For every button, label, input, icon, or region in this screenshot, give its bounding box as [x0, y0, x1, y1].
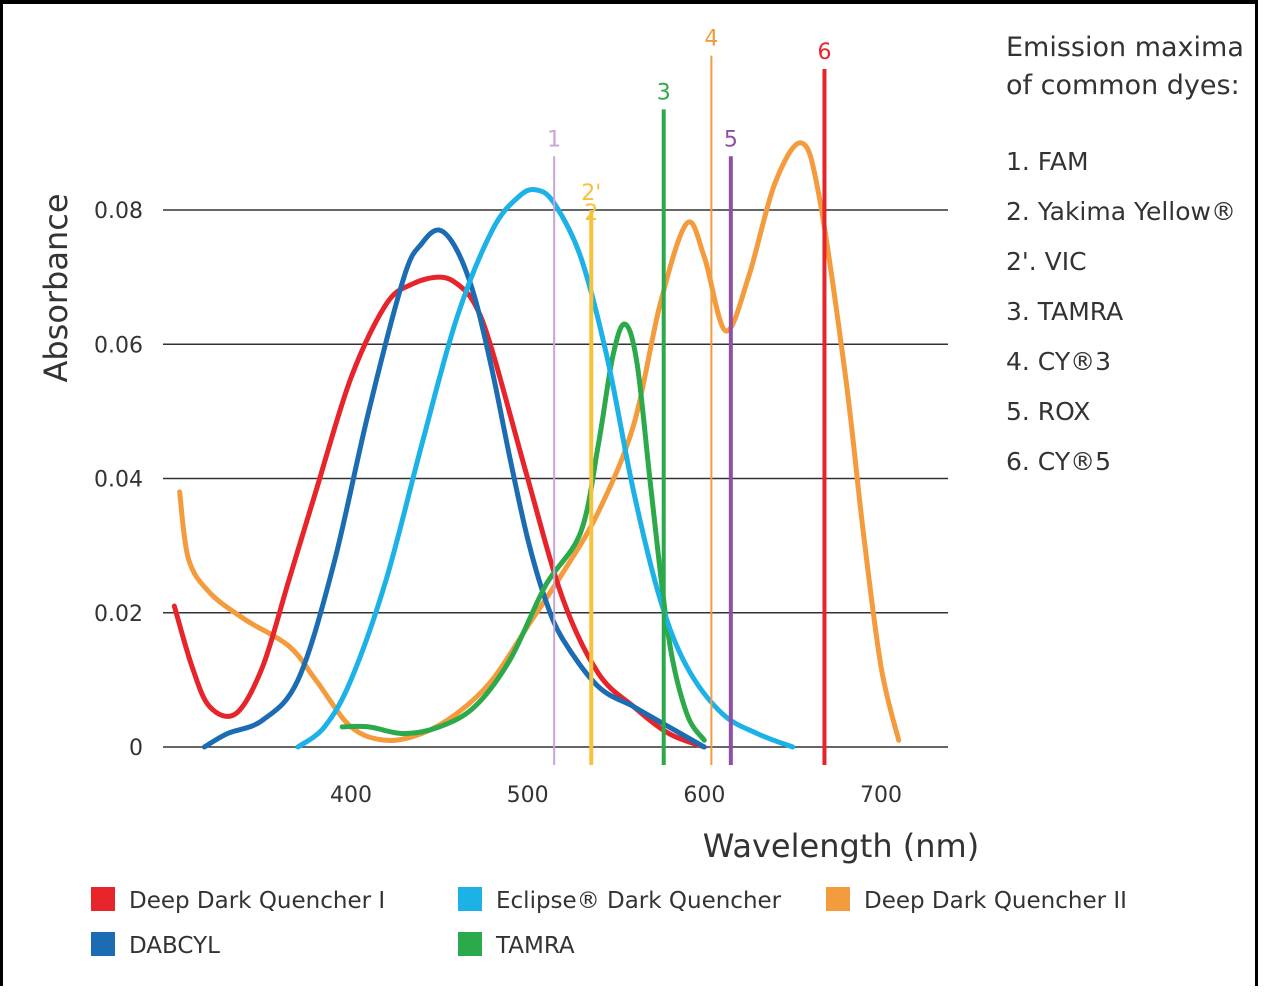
emission-label-3: 3: [657, 80, 671, 105]
dye-item: 5. ROX: [1006, 397, 1090, 426]
legend-swatch-deep-dark-quencher-ii: [826, 887, 850, 911]
legend-label-tamra: TAMRA: [495, 933, 575, 959]
dye-item: 2'. VIC: [1006, 247, 1087, 276]
emission-label-4: 4: [704, 27, 718, 52]
x-tick-labels: 400 500 600 700: [330, 783, 902, 808]
legend-swatch-eclipse-dark-quencher: [458, 887, 482, 911]
legend-label-deep-dark-quencher-ii: Deep Dark Quencher II: [864, 888, 1127, 914]
dye-item: 4. CY®3: [1006, 347, 1111, 376]
y-tick-label: 0.02: [94, 602, 143, 627]
legend: Deep Dark Quencher I Eclipse® Dark Quench…: [91, 887, 1127, 959]
legend-label-deep-dark-quencher-i: Deep Dark Quencher I: [129, 888, 385, 914]
emission-label-5: 5: [724, 127, 738, 152]
dyes-panel: Emission maxima of common dyes: 1. FAM 2.…: [1006, 32, 1244, 476]
series-line-tamra: [342, 324, 704, 740]
y-tick-label: 0.04: [94, 468, 143, 493]
x-tick-label: 400: [330, 783, 372, 808]
legend-swatch-dabcyl: [91, 932, 115, 956]
x-tick-label: 700: [860, 783, 902, 808]
y-tick-label: 0: [129, 736, 143, 761]
x-axis-label: Wavelength (nm): [703, 827, 979, 865]
y-tick-label: 0.08: [94, 199, 143, 224]
absorbance-chart: 00.020.040.060.08 400 500 600 700 12'23456 …: [3, 4, 1261, 990]
series-layer: [174, 143, 898, 747]
x-tick-label: 600: [683, 783, 725, 808]
dyes-panel-title-2: of common dyes:: [1006, 70, 1240, 101]
series-line-deep-dark-quencher-ii: [180, 143, 899, 741]
y-tick-labels: 0 0.02 0.04 0.06 0.08: [94, 199, 143, 761]
emission-label-1: 1: [547, 127, 561, 152]
y-axis-label: Absorbance: [37, 193, 75, 382]
dye-item: 1. FAM: [1006, 147, 1089, 176]
grid-layer: [163, 210, 948, 747]
dye-list: 1. FAM 2. Yakima Yellow® 2'. VIC 3. TAMRA 4.…: [1006, 147, 1236, 476]
dye-item: 2. Yakima Yellow®: [1006, 197, 1236, 226]
legend-swatch-tamra: [458, 932, 482, 956]
legend-label-dabcyl: DABCYL: [129, 933, 220, 959]
emission-label-2: 2: [584, 201, 598, 226]
series-line-deep-dark-quencher-i: [174, 277, 704, 747]
legend-swatch-deep-dark-quencher-i: [91, 887, 115, 911]
dye-item: 6. CY®5: [1006, 447, 1111, 476]
series-line-eclipse-dark-quencher: [298, 189, 793, 747]
legend-label-eclipse-dark-quencher: Eclipse® Dark Quencher: [496, 888, 782, 914]
dyes-panel-title-1: Emission maxima: [1006, 32, 1244, 63]
series-line-dabcyl: [204, 230, 704, 747]
emission-label-6: 6: [817, 40, 831, 65]
dye-item: 3. TAMRA: [1006, 297, 1123, 326]
y-tick-label: 0.06: [94, 333, 143, 358]
x-tick-label: 500: [507, 783, 549, 808]
